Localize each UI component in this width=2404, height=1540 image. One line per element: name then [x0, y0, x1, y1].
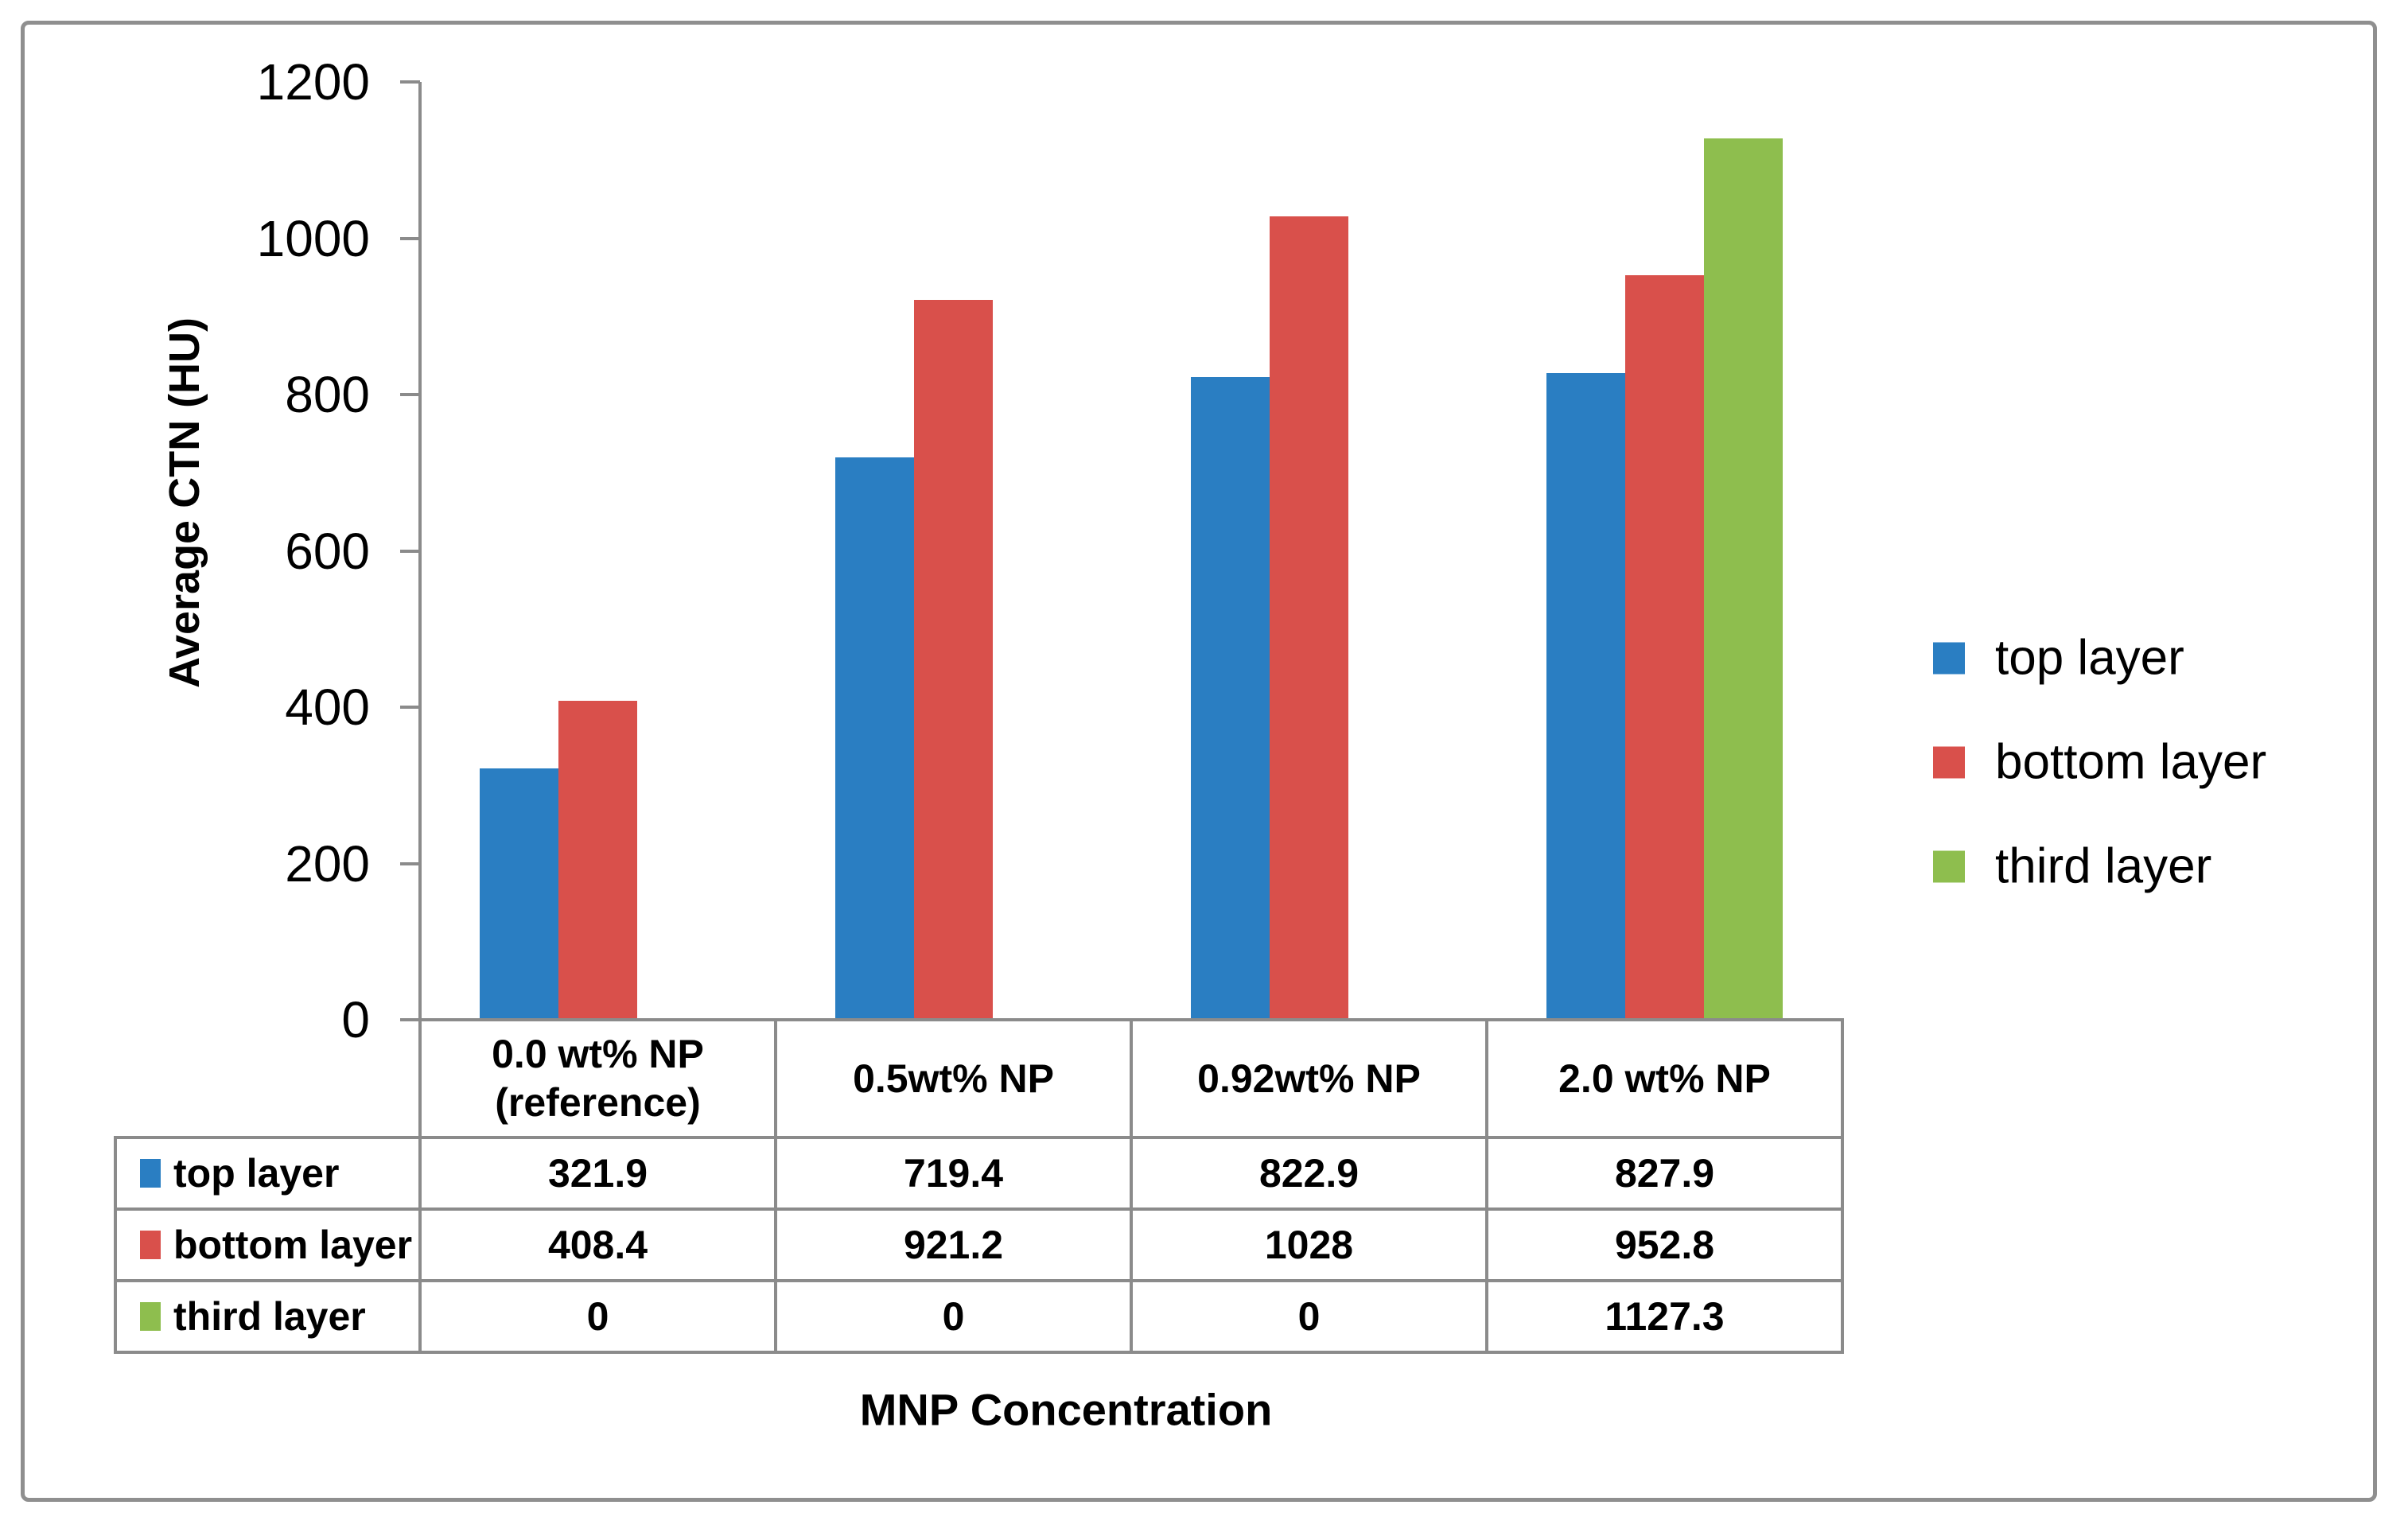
- table-value-cell: 921.2: [903, 1222, 1004, 1267]
- legend-entry-bottom-layer: bottom layer: [1933, 734, 2266, 791]
- table-border-v: [1130, 1018, 1133, 1354]
- y-tick-mark: [400, 393, 420, 396]
- legend-label: bottom layer: [1995, 734, 2267, 790]
- series-name-label: third layer: [173, 1294, 366, 1339]
- table-value-cell: 822.9: [1258, 1150, 1360, 1196]
- table-value-cell: 1127.3: [1605, 1293, 1725, 1339]
- table-row-header: top layer: [115, 1138, 420, 1209]
- table-row-header: third layer: [115, 1281, 420, 1352]
- series-name-label: bottom layer: [173, 1223, 413, 1267]
- series-key-swatch: [140, 1231, 161, 1259]
- table-border-right: [1841, 1018, 1844, 1354]
- table-value-cell: 0: [942, 1293, 965, 1339]
- table-category-header: 0.0 wt% NP (reference): [492, 1032, 704, 1125]
- bar-bottom-layer-cat2: [914, 300, 993, 1020]
- bar-bottom-layer-cat4: [1625, 275, 1704, 1020]
- legend-entry-top-layer: top layer: [1933, 630, 2184, 686]
- table-value-cell: 719.4: [903, 1150, 1004, 1196]
- bar-bottom-layer-cat1: [558, 701, 637, 1020]
- legend-key-swatch: [1933, 850, 1965, 882]
- bar-bottom-layer-cat3: [1270, 216, 1348, 1020]
- y-tick-label: 400: [285, 679, 370, 736]
- table-border-h: [114, 1136, 1844, 1139]
- table-border-h: [114, 1208, 1844, 1211]
- bar-top-layer-cat3: [1191, 377, 1270, 1020]
- table-value-cell: 827.9: [1614, 1150, 1715, 1196]
- table-category-header: 0.92wt% NP: [1197, 1056, 1421, 1101]
- table-border-h: [114, 1351, 1844, 1354]
- table-category-header: 0.5wt% NP: [853, 1056, 1054, 1101]
- y-tick-label: 0: [341, 991, 370, 1048]
- series-key-swatch: [140, 1159, 161, 1188]
- table-border-v: [774, 1018, 777, 1354]
- bar-top-layer-cat4: [1546, 373, 1625, 1020]
- bar-third-layer-cat4: [1704, 138, 1783, 1020]
- y-tick-mark: [400, 706, 420, 709]
- legend-label: third layer: [1995, 838, 2212, 894]
- table-row-header: bottom layer: [115, 1209, 420, 1281]
- y-tick-label: 1200: [256, 53, 370, 111]
- legend-key-swatch: [1933, 642, 1965, 674]
- x-axis-title: MNP Concentration: [859, 1384, 1273, 1435]
- series-key-swatch: [140, 1302, 161, 1331]
- table-category-header: 2.0 wt% NP: [1558, 1056, 1771, 1101]
- y-tick-label: 800: [285, 366, 370, 423]
- legend-key-swatch: [1933, 746, 1965, 778]
- y-tick-label: 200: [285, 835, 370, 892]
- x-axis-line: [400, 1018, 1844, 1021]
- y-tick-mark: [400, 237, 420, 240]
- table-border-h: [114, 1279, 1844, 1282]
- table-value-cell: 0: [1297, 1293, 1321, 1339]
- table-value-cell: 321.9: [547, 1150, 648, 1196]
- y-tick-label: 1000: [256, 210, 370, 267]
- y-tick-mark: [400, 550, 420, 553]
- y-tick-mark: [400, 80, 420, 84]
- y-axis-line: [418, 82, 422, 1354]
- y-tick-label: 600: [285, 523, 370, 580]
- table-value-cell: 0: [586, 1293, 609, 1339]
- table-value-cell: 1028: [1264, 1222, 1354, 1267]
- bar-top-layer-cat1: [480, 768, 558, 1020]
- legend-entry-third-layer: third layer: [1933, 838, 2211, 895]
- y-tick-mark: [400, 862, 420, 865]
- table-border-left: [114, 1136, 117, 1354]
- series-name-label: top layer: [173, 1151, 340, 1196]
- table-border-v: [1485, 1018, 1488, 1354]
- table-value-cell: 952.8: [1614, 1222, 1715, 1267]
- table-value-cell: 408.4: [547, 1222, 648, 1267]
- legend-label: top layer: [1995, 630, 2184, 686]
- bar-top-layer-cat2: [835, 457, 914, 1020]
